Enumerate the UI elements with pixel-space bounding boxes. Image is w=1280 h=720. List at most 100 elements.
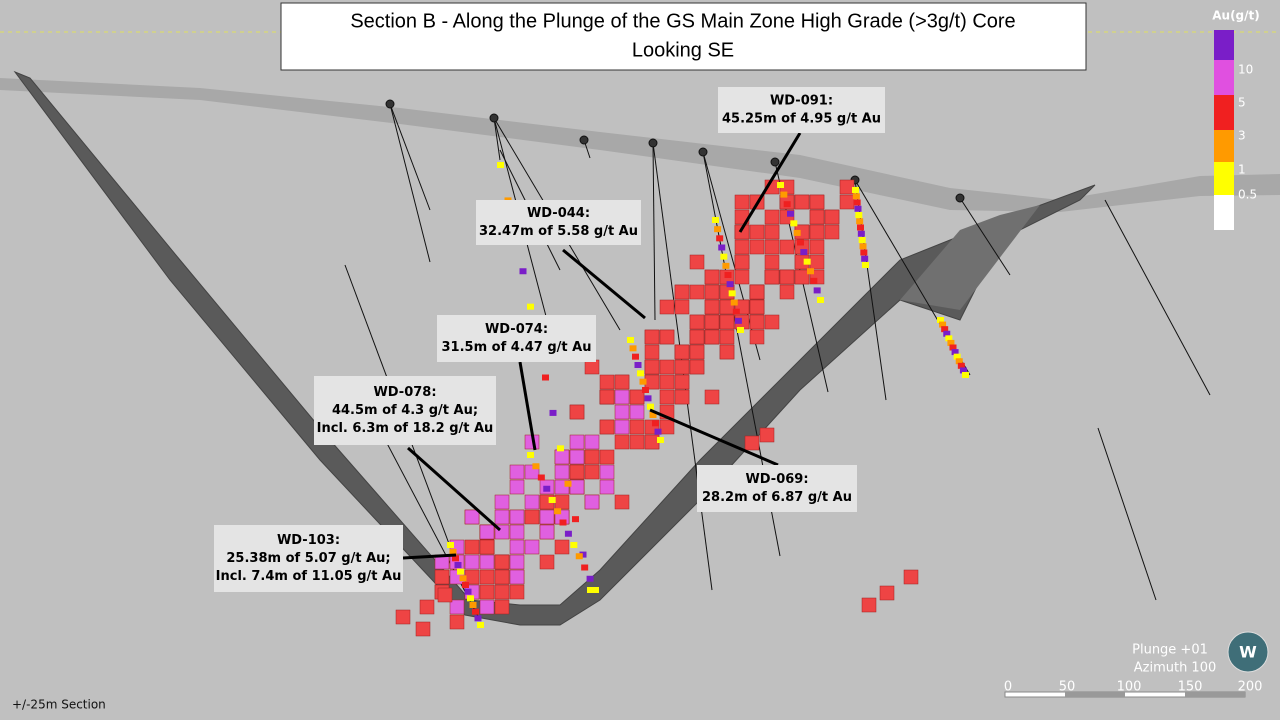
grade-block — [599, 389, 615, 405]
grade-block — [524, 494, 540, 510]
compass-glyph: W — [1239, 643, 1257, 662]
grade-block — [704, 299, 720, 315]
callout-hole: WD-044: — [527, 206, 590, 221]
collar — [955, 193, 965, 203]
grade-block — [614, 404, 630, 420]
grade-block — [809, 239, 825, 255]
sample — [586, 575, 594, 582]
sample — [859, 243, 867, 250]
grade-block — [584, 434, 600, 450]
callout-text: 31.5m of 4.47 g/t Au — [442, 340, 592, 355]
leader-line — [402, 553, 457, 560]
sample — [728, 290, 736, 297]
sample — [732, 308, 740, 315]
sample — [459, 575, 467, 582]
grade-block — [614, 494, 630, 510]
sample — [718, 244, 726, 251]
grade-block — [599, 419, 615, 435]
grade-block — [464, 539, 480, 555]
sample — [557, 445, 564, 452]
sample — [955, 358, 963, 365]
callout-box — [214, 525, 403, 592]
grade-block — [704, 314, 720, 330]
sample — [852, 187, 859, 193]
grade-block — [704, 269, 720, 285]
legend-swatch — [1214, 95, 1234, 130]
sample — [564, 530, 572, 537]
sample — [592, 587, 599, 593]
callout-hole: WD-103: — [277, 533, 340, 548]
sample — [787, 210, 794, 217]
sample — [454, 562, 462, 568]
grade-block — [464, 509, 480, 525]
grade-block — [509, 509, 525, 525]
sample — [862, 262, 869, 268]
grade-block — [644, 359, 660, 375]
sample — [807, 268, 814, 275]
callout-text: Incl. 7.4m of 11.05 g/t Au — [216, 569, 402, 584]
grade-block — [903, 569, 919, 585]
grade-block — [539, 554, 555, 570]
sample — [860, 249, 868, 256]
grade-blocks — [395, 162, 969, 637]
grade-block — [794, 194, 810, 210]
grade-block — [584, 359, 600, 375]
grade-block — [659, 419, 675, 435]
grade-block — [764, 209, 780, 225]
grade-block — [674, 389, 690, 405]
legend-swatch — [1214, 30, 1234, 60]
sample — [464, 588, 472, 595]
sample — [858, 237, 866, 243]
grade-block — [494, 494, 510, 510]
grade-block — [479, 539, 495, 555]
grade-block — [584, 449, 600, 465]
callouts: WD-091: 45.25m of 4.95 g/t Au WD-044: 32.47… — [214, 87, 885, 592]
compass — [1227, 631, 1269, 673]
grade-block — [614, 419, 630, 435]
grade-block — [861, 597, 877, 613]
grade-block — [437, 587, 453, 603]
sample — [519, 268, 527, 275]
grade-block — [719, 329, 735, 345]
grade-block — [809, 224, 825, 240]
sample — [639, 378, 647, 385]
grade-block — [479, 524, 495, 540]
leader-line — [738, 132, 802, 233]
grade-block — [464, 569, 480, 585]
sample — [581, 564, 589, 571]
grade-block — [749, 224, 765, 240]
collar — [579, 135, 589, 145]
grade-block — [719, 344, 735, 360]
pit-shell-face — [900, 205, 1040, 310]
azimuth: Azimuth 100 — [1134, 661, 1217, 676]
grade-block — [539, 509, 555, 525]
sample — [548, 497, 556, 503]
grade-block — [569, 479, 585, 495]
legend-swatch — [1214, 60, 1234, 95]
scale-label: 200 — [1238, 680, 1263, 695]
callout-box — [718, 87, 885, 133]
sample — [449, 548, 457, 555]
grade-block — [554, 539, 570, 555]
grade-block — [704, 284, 720, 300]
sample — [957, 362, 965, 369]
sample — [654, 428, 662, 435]
grade-block — [449, 599, 465, 615]
pit-shell — [13, 70, 1096, 626]
scale-labels: 0 50 100 150 200 — [1004, 680, 1263, 695]
grade-block — [734, 224, 750, 240]
sample — [724, 272, 732, 278]
grade-block — [599, 464, 615, 480]
grade-block — [554, 494, 570, 510]
drill-hole — [1097, 427, 1157, 601]
sample — [800, 249, 808, 256]
sample — [554, 508, 562, 515]
grade-block — [764, 224, 780, 240]
callout-text: 45.25m of 4.95 g/t Au — [722, 112, 881, 127]
scale-bar-segment — [1185, 692, 1245, 697]
grade-block — [629, 434, 645, 450]
grade-block — [764, 314, 780, 330]
sample — [452, 555, 459, 562]
legend-swatch — [1214, 162, 1234, 195]
